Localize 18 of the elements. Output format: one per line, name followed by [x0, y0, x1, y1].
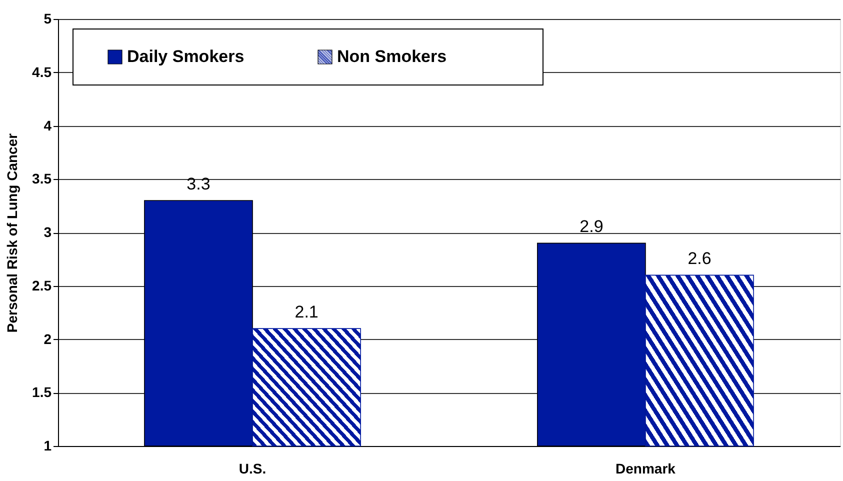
y-tick-label: 2.5	[32, 277, 52, 294]
y-tick-label: 4.5	[32, 64, 52, 80]
data-label: 2.1	[294, 302, 318, 322]
data-label: 2.9	[580, 217, 604, 236]
legend-label: Non Smokers	[337, 47, 447, 66]
y-tick-label: 3.5	[32, 170, 52, 187]
legend-label: Daily Smokers	[127, 47, 244, 66]
data-label: 3.3	[186, 174, 210, 194]
x-tick-label: U.S.	[238, 460, 266, 476]
y-tick-label: 1.5	[32, 384, 52, 400]
y-tick-label: 4	[44, 117, 52, 134]
x-tick-label: Denmark	[616, 460, 676, 476]
y-axis-title: Personal Risk of Lung Cancer	[4, 132, 20, 333]
data-label: 2.6	[688, 249, 712, 268]
y-tick-label: 2	[44, 330, 52, 347]
y-tick-label: 5	[44, 10, 52, 26]
y-tick-label: 1	[44, 438, 52, 454]
y-tick-label: 3	[44, 224, 52, 240]
